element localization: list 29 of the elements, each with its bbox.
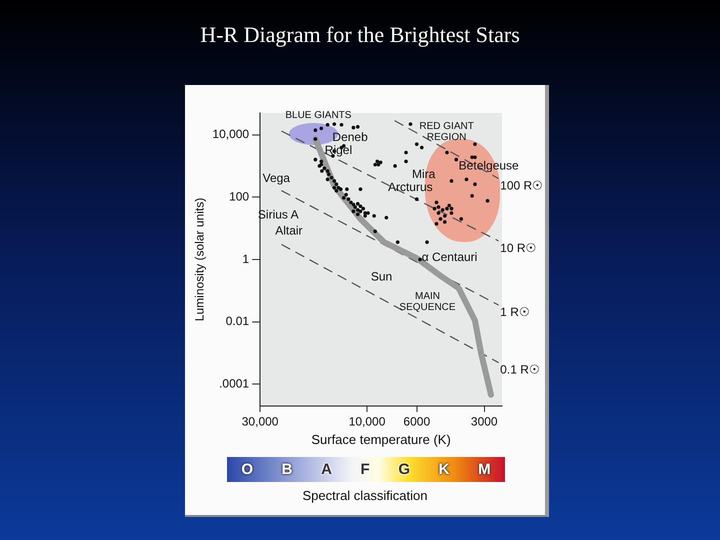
- text: Spectral classification: [302, 488, 428, 503]
- x-axis-title: Surface temperature (K): [311, 432, 451, 447]
- x-tick-label: 10,000: [348, 414, 386, 429]
- x-tick-label: 6000: [403, 414, 430, 429]
- annotation: Sun: [370, 269, 392, 284]
- series-label: 1 R☉: [500, 305, 530, 320]
- y-tick-label: 1: [242, 252, 250, 266]
- y-axis-title: Luminosity (solar units): [192, 198, 207, 322]
- annotation: BLUE GIANTS: [285, 110, 352, 121]
- y-tick-label: 0.01: [226, 314, 250, 328]
- series-label: 0.1 R☉: [500, 362, 540, 377]
- x-tick-label: 3000: [470, 414, 498, 429]
- series-label: 100 R☉: [500, 178, 544, 193]
- annotation: RED GIANT REGION: [419, 121, 474, 143]
- annotation: Mira: [412, 167, 436, 182]
- annotation: Vega: [262, 171, 290, 186]
- y-tick-label: .0001: [219, 376, 250, 391]
- annotation: Deneb: [332, 130, 368, 144]
- annotation: Betelgeuse: [458, 158, 520, 172]
- spectrum-strip: O B A F G K M: [227, 457, 505, 482]
- annotation: MAIN SEQUENCE: [399, 290, 456, 313]
- annotation: α Centauri: [422, 250, 478, 264]
- series-label: 10 R☉: [500, 241, 537, 256]
- annotation: Altair: [275, 223, 303, 238]
- x-tick-label: 30,000: [242, 414, 279, 429]
- annotation: Arcturus: [388, 180, 433, 194]
- y-tick-label: 10,000: [212, 127, 250, 142]
- y-tick-label: 100: [229, 189, 250, 204]
- chart-title: H-R Diagram for the Brightest Stars: [199, 22, 521, 48]
